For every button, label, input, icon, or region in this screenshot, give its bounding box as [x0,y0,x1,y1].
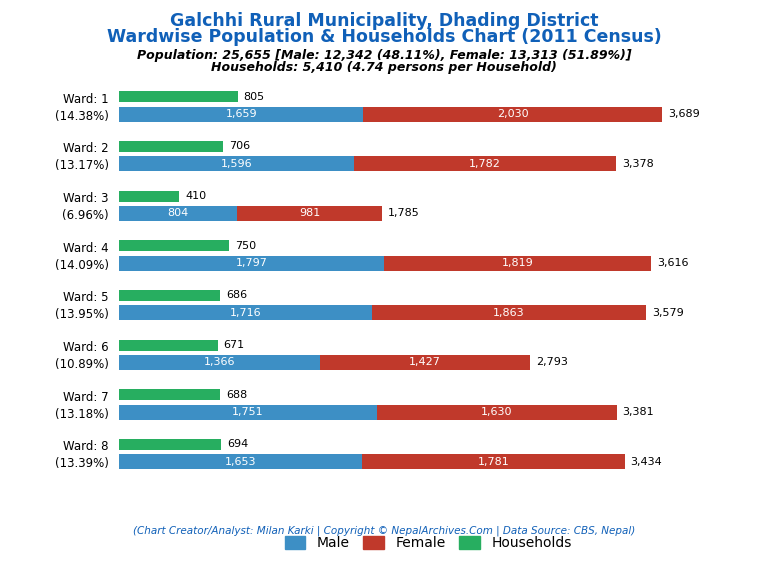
Bar [377,405,617,419]
Bar [354,157,616,171]
Text: 750: 750 [235,241,257,251]
Bar [119,157,354,171]
Bar [362,454,624,469]
Bar [119,290,220,301]
Bar [119,405,377,419]
Text: 1,659: 1,659 [225,109,257,119]
Bar [119,191,180,201]
Text: 1,427: 1,427 [409,357,441,368]
Bar [119,389,220,400]
Text: 805: 805 [243,92,264,102]
Bar [119,340,218,350]
Text: 1,785: 1,785 [388,208,419,219]
Text: 1,716: 1,716 [230,308,261,318]
Bar [320,355,530,370]
Text: 3,434: 3,434 [631,457,662,467]
Text: 1,653: 1,653 [225,457,257,467]
Bar [119,206,237,221]
Bar [119,91,237,102]
Bar [119,240,230,251]
Bar [237,206,382,221]
Text: 2,793: 2,793 [536,357,568,368]
Text: 706: 706 [229,142,250,151]
Bar [372,305,646,320]
Text: 2,030: 2,030 [497,109,528,119]
Text: 688: 688 [227,390,247,400]
Text: 1,366: 1,366 [204,357,235,368]
Text: 3,378: 3,378 [622,159,654,169]
Text: 1,863: 1,863 [493,308,525,318]
Bar [119,141,223,152]
Text: 3,689: 3,689 [668,109,700,119]
Text: Wardwise Population & Households Chart (2011 Census): Wardwise Population & Households Chart (… [107,28,661,46]
Text: 3,616: 3,616 [657,258,689,268]
Text: 1,630: 1,630 [481,407,512,417]
Text: 1,781: 1,781 [478,457,509,467]
Text: Galchhi Rural Municipality, Dhading District: Galchhi Rural Municipality, Dhading Dist… [170,12,598,30]
Text: Population: 25,655 [Male: 12,342 (48.11%), Female: 13,313 (51.89%)]: Population: 25,655 [Male: 12,342 (48.11%… [137,49,631,61]
Legend: Male, Female, Households: Male, Female, Households [279,531,578,556]
Bar [119,454,362,469]
Text: 1,782: 1,782 [469,159,501,169]
Text: 671: 671 [223,340,245,350]
Bar [363,107,662,122]
Text: 1,751: 1,751 [232,407,263,417]
Bar [119,355,320,370]
Bar [119,256,383,271]
Text: 3,381: 3,381 [623,407,654,417]
Text: 981: 981 [299,208,320,219]
Bar [119,107,363,122]
Text: (Chart Creator/Analyst: Milan Karki | Copyright © NepalArchives.Com | Data Sourc: (Chart Creator/Analyst: Milan Karki | Co… [133,526,635,537]
Text: 3,579: 3,579 [652,308,684,318]
Text: 694: 694 [227,440,248,450]
Text: 686: 686 [226,291,247,300]
Bar [119,305,372,320]
Text: Households: 5,410 (4.74 persons per Household): Households: 5,410 (4.74 persons per Hous… [211,61,557,74]
Text: 1,797: 1,797 [235,258,267,268]
Text: 1,819: 1,819 [502,258,533,268]
Text: 410: 410 [185,191,207,201]
Bar [383,256,651,271]
Bar [119,439,221,450]
Text: 804: 804 [167,208,189,219]
Text: 1,596: 1,596 [220,159,253,169]
